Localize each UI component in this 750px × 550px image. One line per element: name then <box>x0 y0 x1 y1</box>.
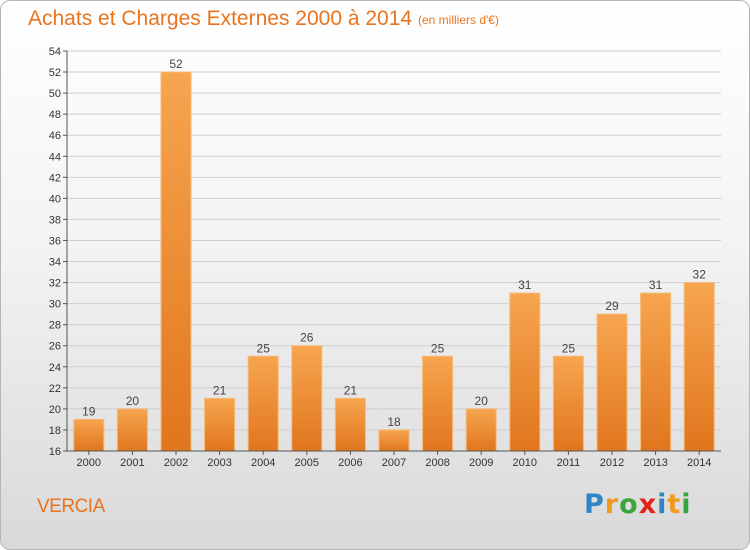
bar-2009 <box>465 408 497 452</box>
bars <box>73 71 715 452</box>
axes: 16 18 20 22 24 26 28 30 32 34 36 38 40 42 44 46 48 50 52 54… <box>49 46 721 469</box>
labels: 19 20 52 21 25 26 21 18 25 20 31 25 29 31 32 <box>82 57 706 429</box>
bar-2013 <box>640 292 672 452</box>
logo-letter: x <box>638 489 658 520</box>
data-label: 31 <box>649 278 663 292</box>
data-label: 31 <box>518 278 532 292</box>
x-tick-label: 2011 <box>557 457 581 469</box>
x-tick-label: 2003 <box>207 457 231 469</box>
bar-2008 <box>422 355 454 452</box>
logo-letter: t <box>667 489 682 520</box>
bar-2014 <box>683 282 715 452</box>
logo-letter: o <box>619 489 639 520</box>
bar-2005 <box>291 345 323 452</box>
logo-letter: r <box>604 489 620 520</box>
proxiti-logo[interactable]: Proxiti <box>584 489 692 520</box>
y-tick-label: 18 <box>49 425 61 437</box>
bar-2012 <box>596 313 628 452</box>
y-tick-label: 54 <box>49 46 61 58</box>
bar-2002 <box>160 71 192 452</box>
bar-2007 <box>378 429 410 452</box>
y-tick-label: 28 <box>49 320 61 332</box>
y-tick-label: 52 <box>49 67 61 79</box>
data-label: 29 <box>605 299 619 313</box>
data-label: 26 <box>300 331 314 345</box>
data-label: 25 <box>257 341 271 355</box>
y-tick-label: 50 <box>49 88 61 100</box>
bar-2006 <box>334 397 366 452</box>
x-tick-label: 2004 <box>251 457 275 469</box>
y-tick-label: 38 <box>49 214 61 226</box>
y-tick-label: 22 <box>49 383 61 395</box>
x-tick-label: 2009 <box>469 457 493 469</box>
logo-letter: i <box>681 489 692 520</box>
y-tick-label: 24 <box>49 362 61 374</box>
bar-2010 <box>509 292 541 452</box>
x-tick-label: 2006 <box>338 457 362 469</box>
x-tick-label: 2014 <box>687 457 711 469</box>
x-tick-label: 2001 <box>120 457 144 469</box>
data-label: 19 <box>82 404 96 418</box>
y-tick-label: 36 <box>49 235 61 247</box>
x-tick-label: 2008 <box>425 457 449 469</box>
y-tick-label: 44 <box>49 151 61 163</box>
x-tick-label: 2013 <box>643 457 667 469</box>
y-tick-label: 40 <box>49 193 61 205</box>
x-tick-label: 2000 <box>77 457 101 469</box>
data-label: 20 <box>475 394 489 408</box>
bar-2000 <box>73 418 105 452</box>
chart-unit: (en milliers d'€) <box>418 13 499 27</box>
data-label: 25 <box>431 341 445 355</box>
x-tick-label: 2002 <box>164 457 188 469</box>
x-tick-label: 2010 <box>513 457 537 469</box>
bar-2004 <box>247 355 279 452</box>
x-tick-label: 2007 <box>382 457 406 469</box>
data-label: 25 <box>562 341 576 355</box>
data-label: 21 <box>344 383 358 397</box>
y-tick-label: 32 <box>49 278 61 290</box>
data-label: 21 <box>213 383 227 397</box>
y-tick-label: 34 <box>49 257 61 269</box>
data-label: 18 <box>387 415 401 429</box>
bar-2011 <box>552 355 584 452</box>
logo-letter: P <box>584 489 605 520</box>
data-label: 32 <box>693 268 707 282</box>
y-tick-label: 30 <box>49 299 61 311</box>
y-tick-label: 26 <box>49 341 61 353</box>
y-tick-label: 46 <box>49 130 61 142</box>
x-tick-label: 2012 <box>600 457 624 469</box>
y-tick-label: 48 <box>49 109 61 121</box>
chart-title: Achats et Charges Externes 2000 à 2014 <box>28 7 413 30</box>
y-tick-label: 16 <box>49 446 61 458</box>
logo-letter: i <box>657 489 668 520</box>
y-tick-label: 20 <box>49 404 61 416</box>
bar-2003 <box>204 397 236 452</box>
x-tick-label: 2005 <box>295 457 319 469</box>
y-tick-label: 42 <box>49 172 61 184</box>
bar-2001 <box>116 408 148 452</box>
commune-name: VERCIA <box>37 496 105 517</box>
data-label: 20 <box>126 394 140 408</box>
data-label: 52 <box>169 57 183 71</box>
